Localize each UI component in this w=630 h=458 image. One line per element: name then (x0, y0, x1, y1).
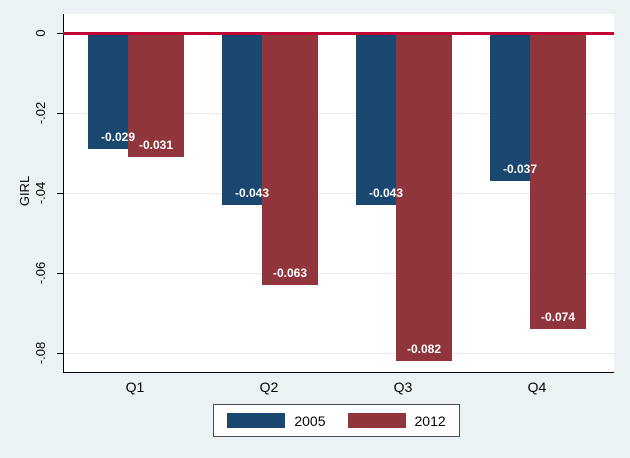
y-tick (57, 353, 63, 354)
bar-value-label: -0.037 (502, 162, 538, 176)
bar-2005-q1 (88, 33, 128, 149)
x-axis-label-q2: Q2 (259, 379, 279, 395)
bar-value-label: -0.074 (540, 310, 576, 324)
y-tick (57, 273, 63, 274)
legend-entry-2012: 2012 (347, 412, 446, 429)
bar-value-label: -0.029 (100, 130, 136, 144)
bar-value-label: -0.043 (368, 186, 404, 200)
y-axis-title: GIRL (17, 175, 32, 207)
y-tick (57, 33, 63, 34)
bar-2005-q3 (356, 33, 396, 205)
zero-reference-line (63, 32, 614, 35)
y-tick-label: 0 (33, 29, 48, 37)
legend-swatch-2012 (347, 413, 406, 428)
bar-2005-q4 (490, 33, 530, 181)
y-tick-label: -.08 (33, 341, 48, 365)
bar-2012-q4 (530, 33, 586, 329)
gridline (64, 193, 614, 194)
y-tick-label: -.02 (33, 101, 48, 125)
bar-2012-q2 (262, 33, 318, 285)
bar-value-label: -0.063 (272, 266, 308, 280)
y-tick-label: -.04 (33, 181, 48, 205)
y-tick (57, 193, 63, 194)
legend-label-2012: 2012 (414, 412, 446, 429)
x-axis-label-q4: Q4 (527, 379, 547, 395)
gridline (64, 273, 614, 274)
legend-entry-2005: 2005 (227, 412, 326, 429)
y-tick-label: -.06 (33, 261, 48, 285)
bar-value-label: -0.082 (406, 342, 442, 356)
legend-label-2005: 2005 (294, 412, 326, 429)
bar-value-label: -0.031 (138, 138, 174, 152)
x-axis-label-q1: Q1 (125, 379, 145, 395)
legend-swatch-2005 (227, 413, 286, 428)
y-tick (57, 113, 63, 114)
gridline (64, 353, 614, 354)
bar-2005-q2 (222, 33, 262, 205)
bar-2012-q3 (396, 33, 452, 361)
x-axis-label-q3: Q3 (393, 379, 413, 395)
gridline (64, 113, 614, 114)
legend: 2005 2012 (213, 404, 460, 437)
bar-2012-q1 (128, 33, 184, 157)
bar-value-label: -0.043 (234, 186, 270, 200)
